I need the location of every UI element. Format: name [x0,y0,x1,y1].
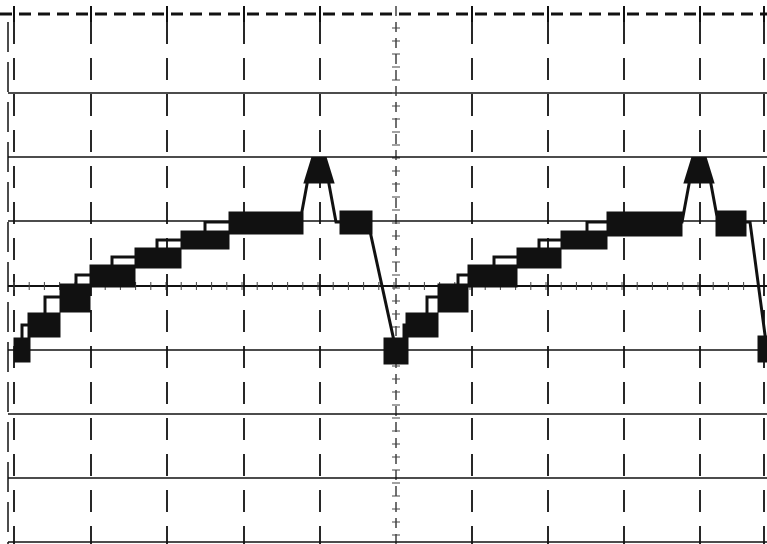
trace-step [135,248,181,268]
trace-step [468,265,517,287]
trace-step [607,212,682,236]
trace-step [90,265,135,287]
trace-step [406,313,438,337]
trace-step [14,338,30,362]
trace-step [517,248,561,268]
trace-step [384,338,408,364]
trace-step [438,284,468,312]
trace-step [28,313,60,337]
trace-step [181,231,229,249]
trace-step [229,212,303,234]
trace-step [60,284,90,312]
oscilloscope-screen [0,0,767,544]
trace-step [340,211,372,234]
trace-step [758,336,767,362]
trace-step [561,231,607,249]
page: (() => { const svg = document.getElement… [0,0,767,544]
trace-step [716,211,746,236]
